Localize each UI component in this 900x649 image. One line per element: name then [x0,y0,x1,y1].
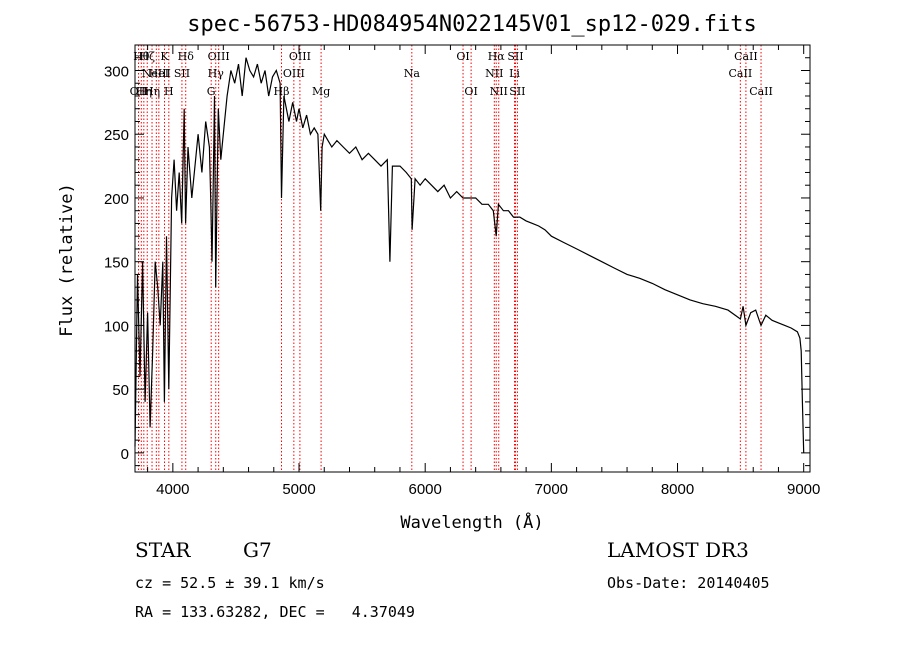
line-label-29: CaII [749,85,773,98]
y-tick-label: 250 [104,127,129,144]
object-class: STAR [135,538,191,562]
observation-date: Obs-Date: 20140405 [607,574,770,592]
line-label-14: Hβ [274,85,290,98]
plot-frame [134,44,811,473]
line-label-0: OII [130,85,148,98]
line-label-17: Mg [312,85,330,98]
survey-name: LAMOST DR3 [607,538,749,562]
y-tick-label: 300 [104,63,129,80]
line-label-1: Hθ [133,50,150,63]
line-label-13: OIII [208,50,230,63]
x-axis-ticks: 4000 5000 6000 7000 8000 9000 [147,45,820,498]
y-axis-ticks: 0 50 100 150 200 250 300 [104,44,810,467]
y-tick-label: 150 [104,255,129,272]
y-tick-label: 50 [112,382,129,399]
y-axis-label: Flux (relative) [57,183,77,337]
x-tick-label: 5000 [282,481,315,498]
line-label-15: OIII [283,67,305,80]
x-axis-label: Wavelength (Å) [400,511,543,533]
x-tick-label: 8000 [661,481,694,498]
line-label-25: SII [507,50,523,63]
y-tick-label: 200 [104,191,129,208]
line-label-21: NII [485,67,503,80]
line-label-16: OIII [289,50,311,63]
line-label-7: K [160,50,169,63]
y-tick-label: 0 [121,446,129,463]
line-label-24: Li [509,67,520,80]
redshift-velocity: cz = 52.5 ± 39.1 km/s [135,574,325,592]
line-label-3: Hζ [139,50,155,63]
line-label-27: CaII [729,67,753,80]
line-label-20: OI [464,85,477,98]
line-label-10: Hδ [178,50,195,63]
coordinates: RA = 133.63282, DEC = 4.37049 [135,603,415,621]
line-label-6: HeI [149,67,169,80]
line-label-22: Hα [488,50,506,63]
line-label-11: G [207,85,216,98]
x-tick-label: 4000 [156,481,189,498]
flux-series-line [134,57,805,453]
object-subclass: G7 [243,538,272,562]
line-label-5: NeIII [142,67,171,80]
x-tick-label: 6000 [408,481,441,498]
chart-title: spec-56753-HD084954N022145V01_sp12-029.f… [187,12,757,37]
line-label-8: H [164,85,174,98]
spectral-line-labels: OIIHθHηHζHηNeIIIHeIKHSIIHδGHγOIIIHβOIIIO… [130,50,773,98]
x-tick-label: 7000 [535,481,568,498]
y-tick-label: 100 [104,318,129,335]
spectral-line-markers [138,45,762,472]
line-label-28: CaII [734,50,758,63]
line-label-26: SII [509,85,525,98]
line-label-12: Hγ [208,67,225,80]
x-tick-label: 9000 [787,481,820,498]
line-label-2: Hη [136,85,152,98]
line-label-4: Hη [144,85,160,98]
line-label-18: Na [404,67,421,80]
line-label-23: NII [490,85,508,98]
line-label-9: SII [174,67,190,80]
line-label-19: OI [456,50,469,63]
